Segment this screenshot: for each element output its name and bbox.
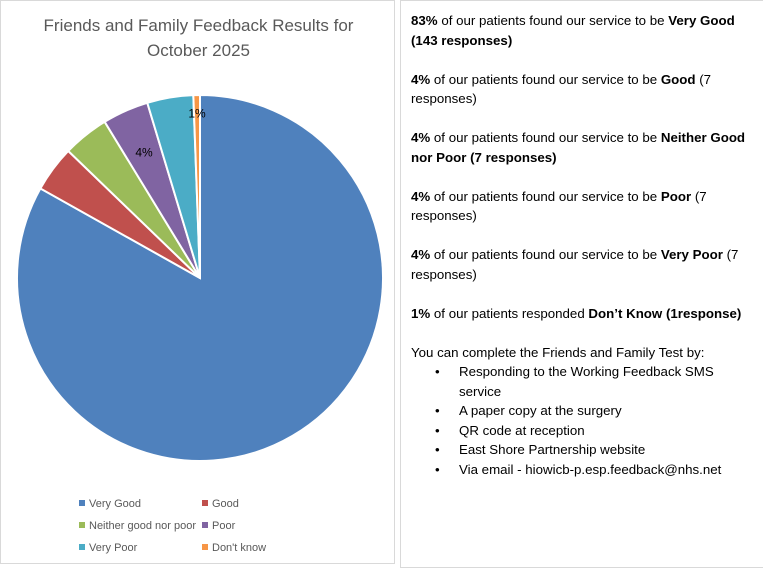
summary-mid: of our patients found our service to be — [437, 13, 669, 28]
summary-pct: 4% — [411, 71, 431, 87]
pie-chart: 4% 1% — [16, 93, 384, 462]
summary-item: 4% of our patients found our service to … — [411, 245, 755, 284]
summary-list: 83% of our patients found our service to… — [411, 11, 755, 323]
summary-pct: 4% — [411, 130, 431, 145]
legend-label: Don't know — [212, 542, 267, 554]
legend-label: Very Poor — [89, 542, 138, 554]
legend-label: Neither good nor poor — [89, 520, 197, 532]
data-label: 4% — [135, 146, 153, 160]
summary-pct: 4% — [411, 188, 431, 204]
summary-pct: 83% — [411, 13, 438, 28]
summary-mid: of our patients found our service to be — [430, 188, 661, 204]
summary-bold: Don’t Know (1response) — [588, 305, 742, 321]
chart-title: Friends and Family Feedback Results for … — [1, 13, 396, 63]
summary-tail: (7 responses) — [411, 188, 707, 224]
method-item: East Shore Partnership website — [435, 440, 755, 460]
legend-swatch — [202, 500, 208, 506]
legend-item: Very Good — [79, 498, 141, 510]
summary-mid: of our patients found our service to be — [430, 130, 661, 145]
summary-bold: Neither Good nor Poor (7 responses) — [411, 130, 746, 165]
summary-bold: Very Good (143 responses) — [411, 13, 735, 48]
summary-pct: 1% — [411, 305, 431, 321]
legend-item: Don't know — [202, 542, 266, 554]
chart-title-line-1: Friends and Family Feedback Results for — [43, 16, 354, 35]
legend-swatch — [202, 544, 208, 550]
legend-swatch — [79, 500, 85, 506]
legend-item: Good — [202, 498, 239, 510]
method-item: Via email - hiowicb-p.esp.feedback@nhs.n… — [435, 460, 755, 480]
summary-bold: Very Poor — [660, 247, 723, 262]
legend-label: Very Good — [89, 498, 141, 510]
summary-bold: Good — [660, 71, 696, 87]
summary-bold: Poor — [660, 188, 692, 204]
summary-pct: 4% — [411, 247, 431, 262]
summary-panel: 83% of our patients found our service to… — [400, 0, 763, 568]
legend-label: Good — [212, 498, 239, 510]
summary-mid: of our patients found our service to be — [430, 71, 661, 87]
method-item: A paper copy at the surgery — [435, 401, 755, 421]
legend-item: Neither good nor poor — [79, 520, 196, 532]
pie-slice-don-t-know — [192, 93, 201, 279]
summary-item: 83% of our patients found our service to… — [411, 11, 755, 50]
legend-item: Poor — [202, 520, 235, 532]
summary-item: 4% of our patients found our service to … — [411, 70, 755, 109]
legend-swatch — [79, 544, 85, 550]
methods-intro: You can complete the Friends and Family … — [411, 344, 705, 360]
legend-label: Poor — [212, 520, 236, 532]
summary-tail: (7 responses) — [411, 247, 739, 282]
summary-item: 4% of our patients found our service to … — [411, 128, 755, 167]
summary-tail: (7 responses) — [411, 71, 712, 107]
methods-list: Responding to the Working Feedback SMS s… — [411, 362, 755, 479]
method-item: QR code at reception — [435, 421, 755, 441]
data-label: 1% — [188, 106, 206, 120]
chart-title-line-2: October 2025 — [146, 41, 250, 60]
chart-panel: Friends and Family Feedback Results for … — [0, 0, 395, 564]
method-item: Responding to the Working Feedback SMS s… — [435, 362, 755, 401]
legend-item: Very Poor — [79, 542, 137, 554]
summary-item: 1% of our patients responded Don’t Know … — [411, 304, 755, 324]
summary-item: 4% of our patients found our service to … — [411, 187, 755, 226]
summary-mid: of our patients responded — [430, 305, 589, 321]
summary-mid: of our patients found our service to be — [430, 247, 661, 262]
legend-swatch — [202, 522, 208, 528]
legend-swatch — [79, 522, 85, 528]
